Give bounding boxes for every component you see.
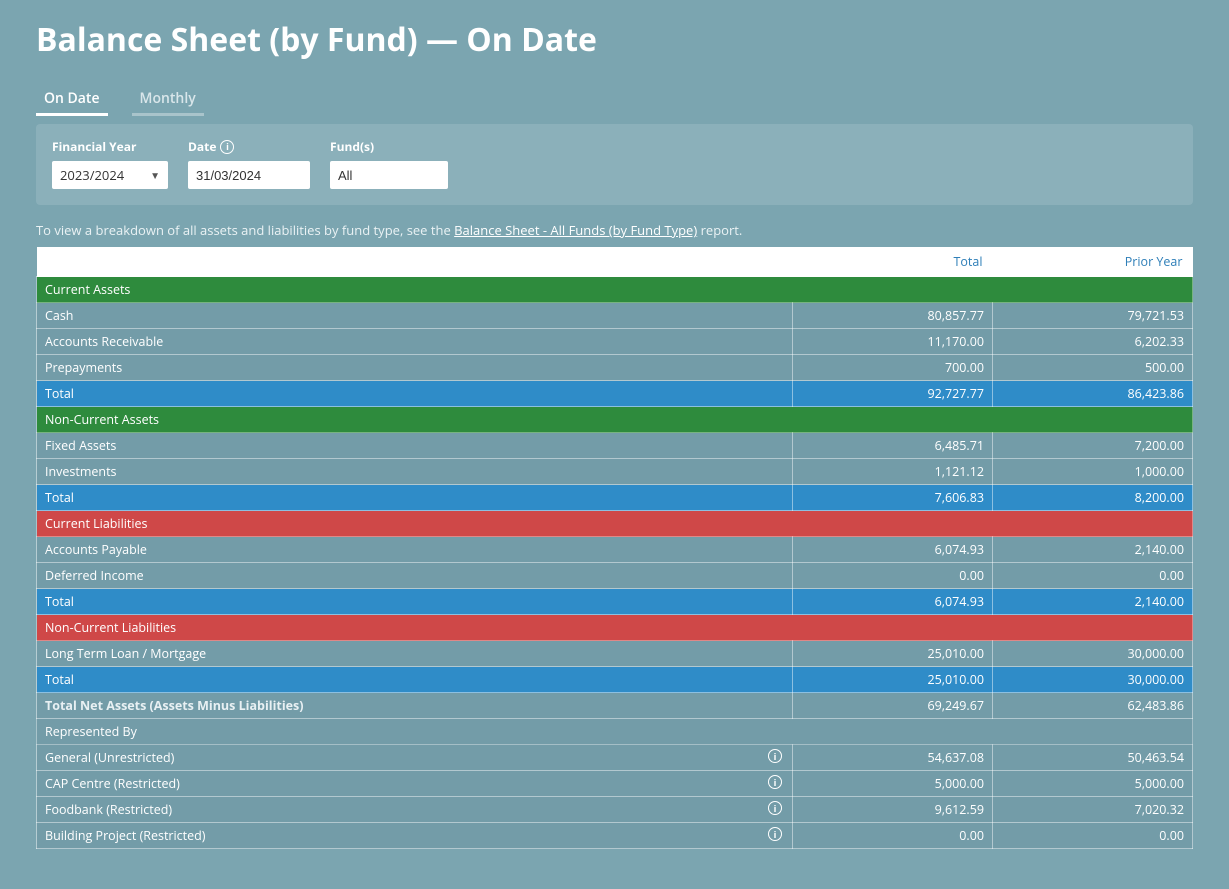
table-header-row: Total Prior Year	[37, 247, 1193, 277]
row-cash-total: 80,857.77	[793, 303, 993, 329]
total-row: Total 92,727.77 86,423.86	[37, 381, 1193, 407]
col-blank	[37, 247, 793, 277]
note-link[interactable]: Balance Sheet - All Funds (by Fund Type)	[454, 221, 697, 239]
table-row: Accounts Receivable 11,170.00 6,202.33	[37, 329, 1193, 355]
page-title: Balance Sheet (by Fund) — On Date	[36, 18, 1193, 61]
section-current-liabilities: Current Liabilities	[37, 511, 1193, 537]
table-row: Cash 80,857.77 79,721.53	[37, 303, 1193, 329]
table-row: Deferred Income 0.00 0.00	[37, 563, 1193, 589]
date-input[interactable]	[188, 161, 310, 189]
table-row: Foodbank (Restricted)i 9,612.59 7,020.32	[37, 797, 1193, 823]
section-noncurrent-liabilities: Non-Current Liabilities	[37, 615, 1193, 641]
total-row: Total 6,074.93 2,140.00	[37, 589, 1193, 615]
row-cash-label: Cash	[37, 303, 793, 329]
tab-monthly[interactable]: Monthly	[132, 83, 204, 116]
info-icon[interactable]: i	[768, 827, 782, 841]
section-current-assets: Current Assets	[37, 277, 1193, 303]
financial-year-label: Financial Year	[52, 138, 168, 155]
info-icon[interactable]: i	[768, 749, 782, 763]
col-total: Total	[793, 247, 993, 277]
table-row: CAP Centre (Restricted)i 5,000.00 5,000.…	[37, 771, 1193, 797]
table-row: Prepayments 700.00 500.00	[37, 355, 1193, 381]
tab-on-date[interactable]: On Date	[36, 83, 108, 116]
table-row: Investments 1,121.12 1,000.00	[37, 459, 1193, 485]
info-icon[interactable]: i	[768, 775, 782, 789]
table-row: General (Unrestricted)i 54,637.08 50,463…	[37, 745, 1193, 771]
table-row: Fixed Assets 6,485.71 7,200.00	[37, 433, 1193, 459]
filter-bar: Financial Year 2023/2024 ▼ Date i Fund(s…	[36, 124, 1193, 205]
total-row: Total 25,010.00 30,000.00	[37, 667, 1193, 693]
chevron-down-icon: ▼	[150, 168, 160, 182]
col-prior-year: Prior Year	[993, 247, 1193, 277]
date-label: Date	[188, 138, 216, 155]
net-assets-row: Total Net Assets (Assets Minus Liabiliti…	[37, 693, 1193, 719]
total-row: Total 7,606.83 8,200.00	[37, 485, 1193, 511]
note-text: To view a breakdown of all assets and li…	[36, 221, 1193, 239]
funds-input[interactable]	[330, 161, 448, 189]
balance-sheet-table: Total Prior Year Current Assets Cash 80,…	[36, 247, 1193, 849]
section-represented-by: Represented By	[37, 719, 1193, 745]
section-noncurrent-assets: Non-Current Assets	[37, 407, 1193, 433]
financial-year-select[interactable]: 2023/2024 ▼	[52, 161, 168, 189]
table-row: Accounts Payable 6,074.93 2,140.00	[37, 537, 1193, 563]
financial-year-value: 2023/2024	[60, 166, 124, 184]
info-icon[interactable]: i	[768, 801, 782, 815]
info-icon[interactable]: i	[220, 140, 234, 154]
row-cash-prior: 79,721.53	[993, 303, 1193, 329]
funds-label: Fund(s)	[330, 138, 448, 155]
table-row: Long Term Loan / Mortgage 25,010.00 30,0…	[37, 641, 1193, 667]
tabs: On Date Monthly	[36, 83, 1193, 116]
table-row: Building Project (Restricted)i 0.00 0.00	[37, 823, 1193, 849]
